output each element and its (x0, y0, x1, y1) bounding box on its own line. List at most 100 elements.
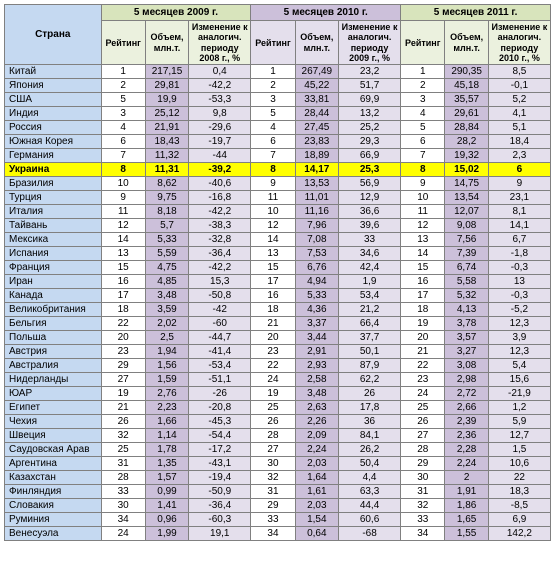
rating-cell: 30 (101, 499, 145, 513)
table-row: Украина811,31-39,2814,1725,3815,026 (5, 163, 551, 177)
change-cell: 29,3 (339, 135, 401, 149)
change-cell: 9 (488, 177, 550, 191)
rating-cell: 24 (251, 373, 295, 387)
volume-cell: 3,59 (145, 303, 188, 317)
change-cell: 15,3 (189, 275, 251, 289)
change-cell: 1,9 (339, 275, 401, 289)
rating-cell: 23 (251, 345, 295, 359)
year-header-2009: 5 месяцев 2009 г. (101, 5, 251, 21)
rating-cell: 20 (101, 331, 145, 345)
rating-cell: 33 (401, 513, 445, 527)
table-row: Чехия261,66-45,3262,2636262,395,9 (5, 415, 551, 429)
volume-cell: 45,22 (295, 79, 338, 93)
rating-cell: 11 (401, 205, 445, 219)
volume-cell: 25,12 (145, 107, 188, 121)
rating-cell: 32 (101, 429, 145, 443)
change-cell: 60,6 (339, 513, 401, 527)
country-cell: Казахстан (5, 471, 102, 485)
volume-cell: 2 (445, 471, 488, 485)
change-cell: 13 (488, 275, 550, 289)
table-row: Германия711,32-44718,8966,9719,322,3 (5, 149, 551, 163)
table-row: Австралия291,56-53,4222,9387,9223,085,4 (5, 359, 551, 373)
rating-cell: 11 (101, 205, 145, 219)
rating-cell: 17 (101, 289, 145, 303)
change-cell: 0,4 (189, 65, 251, 79)
country-cell: Мексика (5, 233, 102, 247)
volume-cell: 2,02 (145, 317, 188, 331)
rating-cell: 26 (401, 415, 445, 429)
change-cell: -68 (339, 527, 401, 541)
country-cell: Австралия (5, 359, 102, 373)
table-row: Бразилия108,62-40,6913,5356,9914,759 (5, 177, 551, 191)
table-row: Россия421,91-29,6427,4525,2528,845,1 (5, 121, 551, 135)
table-row: ЮАР192,76-26193,4826242,72-21,9 (5, 387, 551, 401)
volume-cell: 3,57 (445, 331, 488, 345)
change-cell: 39,6 (339, 219, 401, 233)
volume-cell: 2,26 (295, 415, 338, 429)
change-cell: -32,8 (189, 233, 251, 247)
volume-cell: 1,57 (145, 471, 188, 485)
change-cell: 5,1 (488, 121, 550, 135)
volume-cell: 5,7 (145, 219, 188, 233)
change-cell: -42,2 (189, 79, 251, 93)
volume-cell: 1,41 (145, 499, 188, 513)
change-cell: -60 (189, 317, 251, 331)
table-row: Польша202,5-44,7203,4437,7203,573,9 (5, 331, 551, 345)
volume-cell: 28,2 (445, 135, 488, 149)
volume-cell: 1,55 (445, 527, 488, 541)
change-cell: -42 (189, 303, 251, 317)
table-row: Мексика145,33-32,8147,0833137,566,7 (5, 233, 551, 247)
volume-cell: 19,9 (145, 93, 188, 107)
volume-cell: 3,78 (445, 317, 488, 331)
country-cell: Чехия (5, 415, 102, 429)
volume-cell: 1,66 (145, 415, 188, 429)
volume-cell: 28,84 (445, 121, 488, 135)
change-cell: 19,1 (189, 527, 251, 541)
change-cell: 14,1 (488, 219, 550, 233)
rating-cell: 18 (251, 303, 295, 317)
change-cell: 25,2 (339, 121, 401, 135)
change-cell: 22 (488, 471, 550, 485)
volume-header: Объем,млн.т. (445, 21, 488, 65)
volume-cell: 11,31 (145, 163, 188, 177)
volume-cell: 14,17 (295, 163, 338, 177)
country-cell: Испания (5, 247, 102, 261)
rating-cell: 10 (251, 205, 295, 219)
change-cell: -21,9 (488, 387, 550, 401)
volume-cell: 8,18 (145, 205, 188, 219)
table-row: Тайвань125,7-38,3127,9639,6129,0814,1 (5, 219, 551, 233)
country-cell: Венесуэла (5, 527, 102, 541)
country-cell: Финляндия (5, 485, 102, 499)
change-cell: -36,4 (189, 499, 251, 513)
change-cell: -45,3 (189, 415, 251, 429)
change-cell: -0,1 (488, 79, 550, 93)
rating-cell: 14 (251, 233, 295, 247)
change-cell: 1,2 (488, 401, 550, 415)
rating-cell: 31 (401, 485, 445, 499)
rating-cell: 19 (101, 387, 145, 401)
rating-cell: 16 (101, 275, 145, 289)
volume-cell: 217,15 (145, 65, 188, 79)
rating-cell: 34 (101, 513, 145, 527)
change-cell: -51,1 (189, 373, 251, 387)
rating-cell: 1 (101, 65, 145, 79)
table-row: Швеция321,14-54,4282,0984,1272,3612,7 (5, 429, 551, 443)
rating-cell: 21 (251, 317, 295, 331)
rating-cell: 15 (401, 261, 445, 275)
change-header: Изменение каналогич.периоду2009 г., % (339, 21, 401, 65)
rating-cell: 32 (401, 499, 445, 513)
volume-cell: 2,39 (445, 415, 488, 429)
table-body: Китай1217,150,41267,4923,21290,358,5Япон… (5, 65, 551, 541)
change-cell: 6,7 (488, 233, 550, 247)
change-cell: 1,5 (488, 443, 550, 457)
rating-cell: 25 (401, 401, 445, 415)
table-row: Южная Корея618,43-19,7623,8329,3628,218,… (5, 135, 551, 149)
volume-cell: 3,27 (445, 345, 488, 359)
change-cell: 56,9 (339, 177, 401, 191)
rating-cell: 34 (251, 527, 295, 541)
change-cell: 10,6 (488, 457, 550, 471)
change-cell: -0,3 (488, 289, 550, 303)
volume-cell: 7,39 (445, 247, 488, 261)
change-cell: 53,4 (339, 289, 401, 303)
rating-cell: 33 (251, 513, 295, 527)
